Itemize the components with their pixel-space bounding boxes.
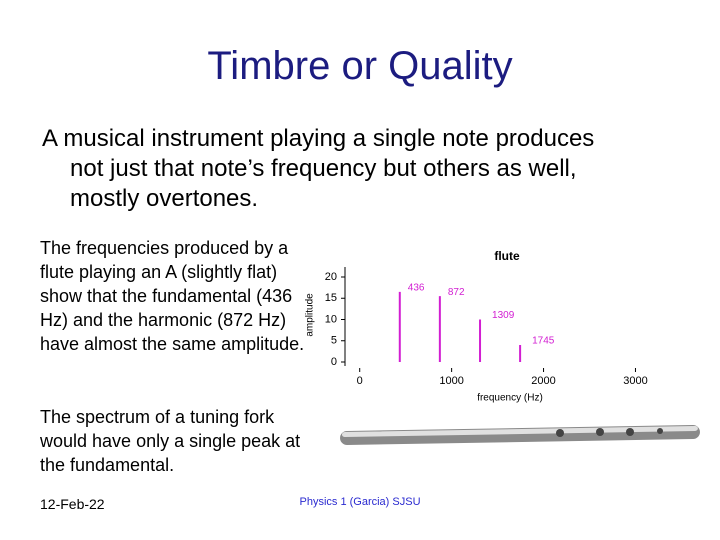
- peak-label: 436: [408, 283, 425, 294]
- footer-center: Physics 1 (Garcia) SJSU: [299, 496, 421, 508]
- flute-image: [340, 424, 700, 446]
- x-tick-label: 1000: [439, 375, 463, 387]
- footer-date: 12-Feb-22: [40, 496, 105, 512]
- y-axis-label: amplitude: [305, 293, 316, 337]
- peak-label: 1309: [492, 310, 515, 321]
- y-tick-label: 15: [325, 292, 337, 304]
- x-tick-label: 0: [357, 375, 363, 387]
- y-tick-label: 0: [331, 356, 337, 368]
- peak-label: 872: [448, 287, 465, 298]
- paragraph: The frequencies produced by a flute play…: [40, 238, 305, 354]
- x-tick-label: 3000: [623, 375, 647, 387]
- x-axis-label: frequency (Hz): [477, 393, 543, 404]
- x-tick-label: 2000: [531, 375, 555, 387]
- peak-label: 1745: [532, 336, 555, 347]
- paragraph: The spectrum of a tuning fork would have…: [40, 407, 301, 475]
- bullet: A musical instrument playing a single no…: [42, 125, 595, 212]
- slide-title: Timbre or Quality: [207, 44, 513, 88]
- y-tick-label: 10: [325, 313, 337, 325]
- chart-title: flute: [494, 249, 520, 263]
- y-tick-label: 20: [325, 271, 337, 283]
- y-tick-label: 5: [331, 335, 337, 347]
